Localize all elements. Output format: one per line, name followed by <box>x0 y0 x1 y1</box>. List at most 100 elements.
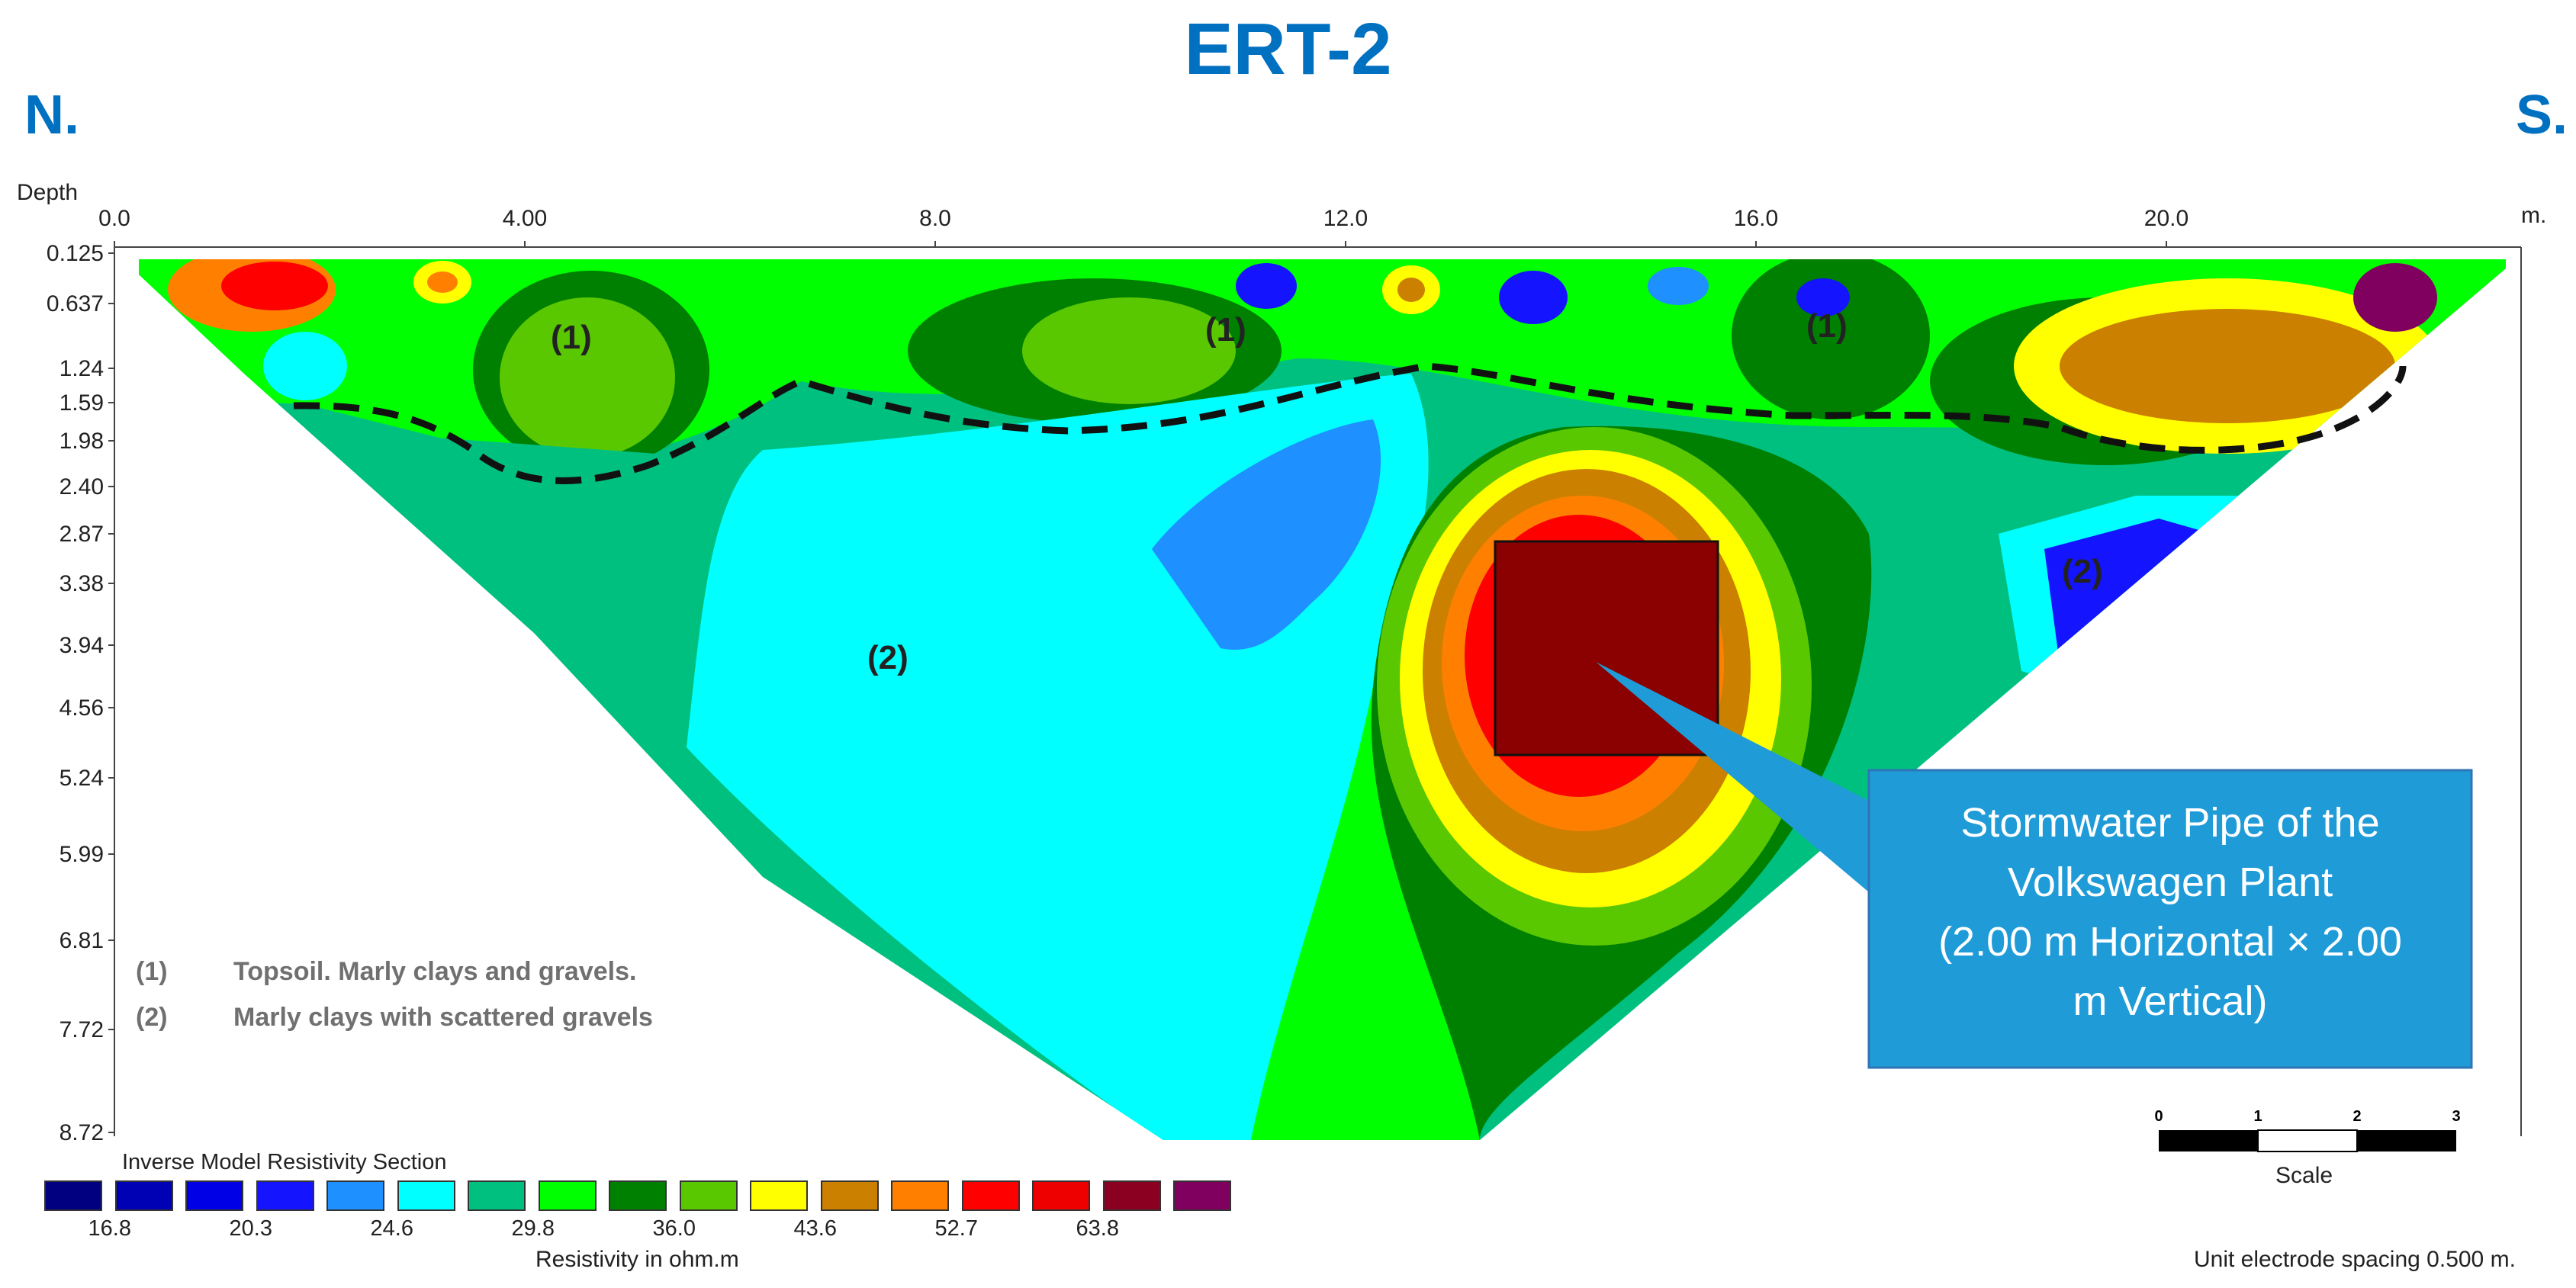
x-tick-label: 4.00 <box>503 206 547 231</box>
colorbar-swatch <box>750 1180 808 1211</box>
callout-line: (2.00 m Horizontal × 2.00 <box>1938 919 2402 965</box>
unit-label-2a: (2) <box>867 639 909 676</box>
colorbar-value-label: 52.7 <box>934 1216 978 1241</box>
callout-text: Stormwater Pipe of the Volkswagen Plant … <box>1869 793 2471 1031</box>
y-tick-label: 6.81 <box>59 928 104 953</box>
colorbar-value-label: 43.6 <box>793 1216 837 1241</box>
colorbar-value-label: 29.8 <box>511 1216 555 1241</box>
blue-zone <box>1499 271 1568 324</box>
scale-tick-label: 1 <box>2253 1108 2262 1125</box>
colorbar-swatch <box>961 1180 1020 1211</box>
colorbar-swatch <box>1173 1180 1231 1211</box>
legend-text-2: Marly clays with scattered gravels <box>233 1003 653 1032</box>
colorbar-swatch <box>538 1180 597 1211</box>
colorbar-swatch <box>185 1180 243 1211</box>
colorbar-swatch <box>397 1180 455 1211</box>
colorbar-swatch <box>1102 1180 1161 1211</box>
scale-bar-segment <box>2257 1129 2358 1152</box>
colorbar <box>44 1180 1234 1213</box>
y-tick-label: 7.72 <box>59 1017 104 1042</box>
blue-zone <box>1152 419 1381 650</box>
scale-tick-label: 0 <box>2154 1108 2163 1125</box>
unit-label-1c: (1) <box>1806 307 1848 345</box>
sea-green-zone <box>290 427 709 671</box>
callout-line: Volkswagen Plant <box>2007 859 2333 905</box>
colorbar-swatch <box>468 1180 526 1211</box>
colorbar-value-label: 24.6 <box>370 1216 413 1241</box>
callout-line: m Vertical) <box>2073 978 2268 1024</box>
colorbar-swatch <box>44 1180 102 1211</box>
section-title: ERT-2 <box>1184 8 1392 90</box>
scale-tick-label: 2 <box>2352 1108 2361 1125</box>
legend-num-2: (2) <box>136 1003 168 1032</box>
y-tick-label: 3.38 <box>59 571 104 596</box>
y-tick-label: 4.56 <box>59 695 104 721</box>
north-label: N. <box>24 85 79 146</box>
colorbar-swatch <box>326 1180 384 1211</box>
y-tick-label: 1.24 <box>59 356 104 381</box>
purple-zone <box>2353 263 2437 332</box>
dark-green-zone <box>1732 259 1930 419</box>
colorbar-value-label: 36.0 <box>652 1216 696 1241</box>
colorbar-swatch <box>114 1180 173 1211</box>
unit-label-1b: (1) <box>1205 311 1246 348</box>
y-tick-label: 1.98 <box>59 429 104 454</box>
y-tick-label: 0.125 <box>47 241 104 266</box>
south-label: S. <box>2516 85 2568 146</box>
callout-box <box>1867 769 2473 1069</box>
depth-axis-title: Depth <box>17 180 78 205</box>
colorbar-swatch <box>820 1180 879 1211</box>
unit-label-1a: (1) <box>551 319 592 356</box>
orange-zone <box>427 271 458 293</box>
legend-text-1: Topsoil. Marly clays and gravels. <box>233 957 637 986</box>
colorbar-swatch <box>256 1180 314 1211</box>
scale-bar: 0 1 2 3 <box>2154 1108 2461 1152</box>
orange-zone <box>1397 278 1425 302</box>
colorbar-value-label: 63.8 <box>1076 1216 1119 1241</box>
scale-bar-segment <box>2159 1130 2258 1151</box>
colorbar-swatch <box>609 1180 667 1211</box>
unit-label-2b: (2) <box>2062 553 2103 590</box>
y-axis-ticks: 0.125 0.637 1.24 1.59 1.98 2.40 2.87 3.38 3.94 4.… <box>47 241 114 1145</box>
colorbar-unit: Resistivity in ohm.m <box>535 1247 739 1272</box>
cyan-zone <box>263 332 347 400</box>
legend-num-1: (1) <box>136 957 168 986</box>
electrode-spacing-note: Unit electrode spacing 0.500 m. <box>2194 1247 2516 1272</box>
colorbar-swatch <box>679 1180 738 1211</box>
y-tick-label: 2.40 <box>59 474 104 499</box>
callout-line: Stormwater Pipe of the <box>1960 800 2380 846</box>
top-band-zone <box>139 259 2506 464</box>
blue-zone <box>1236 263 1297 309</box>
colorbar-value-label: 16.8 <box>88 1216 131 1241</box>
y-tick-label: 5.24 <box>59 766 104 791</box>
light-green-zone <box>500 297 675 458</box>
y-tick-label: 8.72 <box>59 1120 104 1145</box>
colorbar-labels: 16.8 20.3 24.6 29.8 36.0 43.6 52.7 63.8 <box>0 1216 1297 1247</box>
colorbar-swatch <box>1032 1180 1090 1211</box>
blue-zone <box>1648 267 1709 305</box>
x-tick-label: 20.0 <box>2144 206 2188 231</box>
y-tick-label: 0.637 <box>47 291 104 316</box>
colorbar-value-label: 20.3 <box>229 1216 272 1241</box>
colorbar-title: Inverse Model Resistivity Section <box>122 1150 447 1174</box>
y-tick-label: 2.87 <box>59 522 104 547</box>
scale-bar-segment <box>2357 1130 2456 1151</box>
y-tick-label: 1.59 <box>59 390 104 416</box>
colorbar-swatch <box>891 1180 949 1211</box>
x-tick-label: 16.0 <box>1734 206 1778 231</box>
x-axis-ticks: 0.0 4.00 8.0 12.0 16.0 20.0 <box>98 206 2188 247</box>
unit-boundary-dashed-line <box>293 362 2407 484</box>
x-tick-label: 8.0 <box>919 206 951 231</box>
y-tick-label: 5.99 <box>59 842 104 867</box>
distance-unit: m. <box>2521 203 2546 228</box>
scale-tick-label: 3 <box>2452 1108 2460 1125</box>
y-tick-label: 3.94 <box>59 633 104 658</box>
red-zone <box>221 262 328 310</box>
x-tick-label: 12.0 <box>1323 206 1368 231</box>
scale-label: Scale <box>2275 1163 2333 1188</box>
callout-pointer <box>1596 662 1869 892</box>
light-green-zone <box>1022 297 1236 404</box>
x-tick-label: 0.0 <box>98 206 130 231</box>
blue-zone <box>1796 278 1850 316</box>
